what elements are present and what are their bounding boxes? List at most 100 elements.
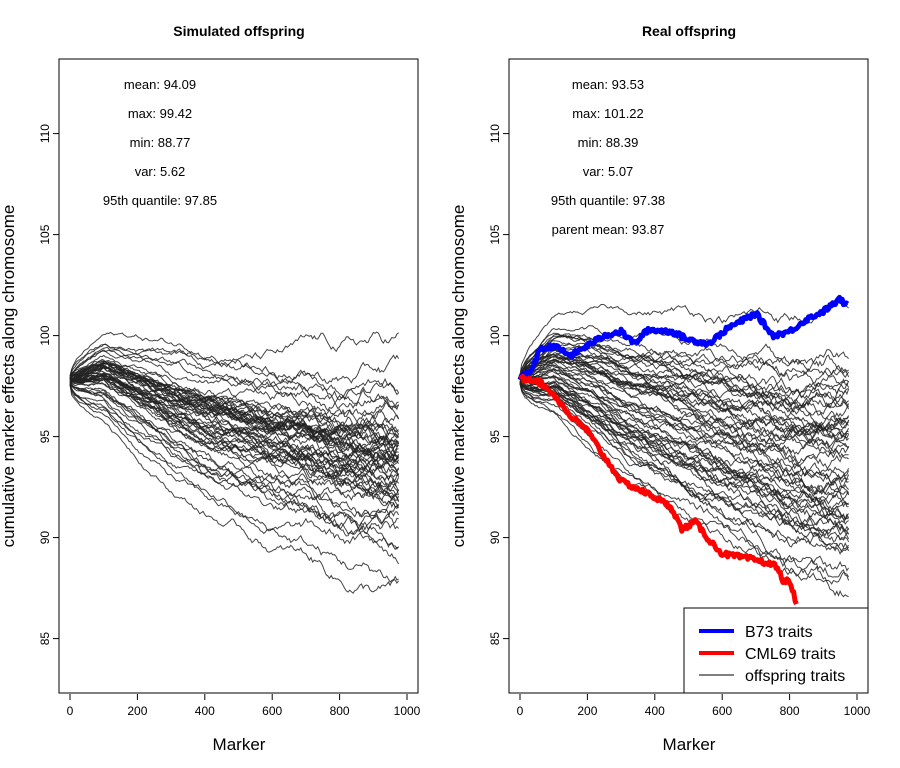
- x-tick-label: 1000: [394, 704, 421, 718]
- stat-line: var: 5.62: [135, 164, 186, 179]
- stat-line: min: 88.39: [578, 135, 639, 150]
- stat-line: mean: 93.53: [572, 77, 644, 92]
- panel-real-offspring: Real offspring mean: 93.53 max: 101.22 min…: [449, 23, 871, 754]
- offspring-trait-line: [69, 331, 399, 377]
- legend-label-offspring: offspring traits: [745, 668, 845, 685]
- offspring-trait-line: [519, 334, 850, 379]
- offspring-trait-line: [69, 364, 400, 456]
- y-tick-label: 85: [38, 632, 52, 646]
- x-tick-label: 400: [645, 704, 665, 718]
- y-tick-label: 95: [488, 430, 502, 444]
- offspring-trait-line: [519, 368, 849, 480]
- offspring-trait-line: [69, 362, 400, 464]
- offspring-trait-line: [519, 324, 849, 384]
- x-axis-ticks: 0 200 400 600 800 1000: [67, 694, 421, 718]
- offspring-trait-line: [519, 332, 850, 379]
- y-tick-label: 90: [38, 531, 52, 545]
- y-axis-label: cumulative marker effects along chromoso…: [0, 205, 18, 548]
- plot-frame: [58, 58, 419, 694]
- offspring-trait-line: [69, 372, 399, 483]
- y-tick-label: 105: [38, 224, 52, 244]
- offspring-trait-line: [519, 381, 849, 551]
- offspring-trait-line: [69, 343, 400, 385]
- x-tick-label: 0: [517, 704, 524, 718]
- offspring-trait-line: [69, 381, 400, 499]
- y-axis-label: cumulative marker effects along chromoso…: [449, 205, 468, 548]
- x-tick-label: 600: [712, 704, 732, 718]
- offspring-lines: [519, 298, 850, 598]
- parent-lines: [517, 294, 850, 605]
- offspring-trait-line: [519, 380, 850, 521]
- offspring-trait-line: [69, 362, 400, 438]
- offspring-trait-line: [519, 358, 849, 456]
- offspring-lines: [69, 331, 400, 594]
- x-tick-label: 800: [330, 704, 350, 718]
- y-tick-label: 105: [488, 224, 502, 244]
- y-tick-label: 100: [488, 325, 502, 345]
- x-tick-label: 200: [577, 704, 597, 718]
- offspring-trait-line: [69, 381, 399, 530]
- stats-block: mean: 93.53 max: 101.22 min: 88.39 var: 5.0…: [551, 77, 665, 237]
- offspring-trait-line: [69, 382, 399, 536]
- offspring-trait-line: [519, 382, 850, 532]
- offspring-trait-line: [519, 381, 849, 520]
- offspring-trait-line: [69, 374, 400, 501]
- x-tick-label: 0: [67, 704, 74, 718]
- offspring-trait-line: [69, 367, 399, 444]
- stats-block: mean: 94.09 max: 99.42 min: 88.77 var: 5.62…: [103, 77, 217, 208]
- offspring-trait-line: [519, 298, 849, 375]
- stat-line: max: 101.22: [572, 106, 644, 121]
- legend-box: [683, 607, 869, 694]
- offspring-trait-line: [69, 383, 400, 565]
- offspring-trait-line: [519, 364, 850, 450]
- offspring-trait-line: [519, 381, 850, 556]
- y-tick-label: 90: [488, 531, 502, 545]
- stat-line: max: 99.42: [128, 106, 192, 121]
- offspring-trait-line: [69, 363, 400, 440]
- offspring-trait-line: [69, 360, 400, 478]
- stat-line: var: 5.07: [583, 164, 634, 179]
- stat-line: 95th quantile: 97.38: [551, 193, 665, 208]
- offspring-trait-line: [69, 364, 400, 450]
- y-tick-label: 85: [488, 632, 502, 646]
- offspring-trait-line: [519, 380, 849, 520]
- b73-traits-line: [517, 294, 850, 381]
- y-axis-ticks: 85 90 95 100 105 110: [488, 124, 509, 646]
- offspring-trait-line: [519, 357, 850, 432]
- offspring-trait-line: [69, 361, 399, 446]
- chart-title: Real offspring: [642, 23, 736, 39]
- offspring-trait-line: [519, 355, 849, 449]
- legend-label-cml69: CML69 traits: [745, 646, 836, 663]
- offspring-trait-line: [519, 381, 849, 521]
- offspring-trait-line: [519, 365, 849, 468]
- y-tick-label: 100: [38, 325, 52, 345]
- legend: B73 traits CML69 traits offspring traits: [683, 607, 869, 694]
- x-tick-label: 400: [195, 704, 215, 718]
- offspring-trait-line: [519, 376, 850, 496]
- x-tick-label: 1000: [844, 704, 871, 718]
- stat-line: min: 88.77: [130, 135, 191, 150]
- y-tick-label: 110: [488, 124, 502, 143]
- offspring-trait-line: [69, 346, 400, 401]
- legend-label-b73: B73 traits: [745, 624, 813, 641]
- x-tick-label: 200: [127, 704, 147, 718]
- offspring-trait-line: [519, 356, 849, 438]
- x-axis-label: Marker: [663, 735, 716, 754]
- offspring-trait-line: [69, 382, 400, 517]
- offspring-trait-line: [519, 374, 850, 477]
- panel-simulated-offspring: Simulated offspring mean: 94.09 max: 99.4…: [0, 23, 421, 754]
- y-tick-label: 110: [38, 124, 52, 143]
- stat-line: mean: 94.09: [124, 77, 196, 92]
- y-axis-ticks: 85 90 95 100 105 110: [38, 124, 59, 646]
- x-tick-label: 800: [780, 704, 800, 718]
- offspring-trait-line: [519, 333, 850, 408]
- offspring-trait-line: [69, 349, 400, 426]
- offspring-trait-line: [69, 385, 399, 594]
- offspring-trait-line: [519, 381, 849, 508]
- offspring-trait-line: [69, 383, 400, 550]
- offspring-trait-line: [519, 354, 850, 431]
- offspring-trait-line: [69, 343, 399, 401]
- stat-line: parent mean: 93.87: [552, 222, 665, 237]
- offspring-trait-line: [69, 379, 400, 495]
